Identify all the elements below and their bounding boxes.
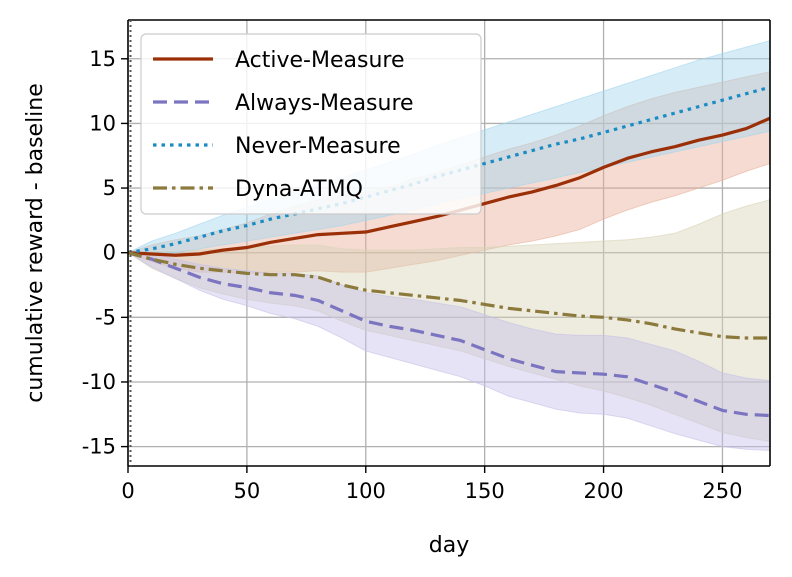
x-tick-label: 50 bbox=[234, 479, 261, 503]
legend: Active-Measure Always-Measure Never-Meas… bbox=[140, 33, 482, 215]
legend-item-dyna-atmq: Dyna-ATMQ bbox=[153, 177, 363, 202]
x-tick-label: 150 bbox=[465, 479, 505, 503]
legend-label: Always-Measure bbox=[235, 91, 414, 116]
legend-label: Active-Measure bbox=[235, 48, 405, 73]
y-tick-label: -10 bbox=[82, 370, 116, 394]
legend-label: Dyna-ATMQ bbox=[235, 177, 363, 202]
x-tick-label: 250 bbox=[702, 479, 742, 503]
y-tick-label: 15 bbox=[89, 47, 116, 71]
x-tick-label: 200 bbox=[584, 479, 624, 503]
y-tick-label: -5 bbox=[95, 305, 116, 329]
legend-box bbox=[140, 33, 482, 215]
y-tick-label: -15 bbox=[82, 435, 116, 459]
y-axis-label: cumulative reward - baseline bbox=[23, 83, 48, 403]
confidence-band bbox=[128, 199, 770, 442]
y-tick-label: 5 bbox=[103, 176, 116, 200]
x-tick-label: 100 bbox=[346, 479, 386, 503]
legend-item-never-measure: Never-Measure bbox=[153, 134, 401, 159]
y-tick-label: 0 bbox=[103, 241, 116, 265]
legend-item-always-measure: Always-Measure bbox=[153, 91, 414, 116]
legend-label: Never-Measure bbox=[235, 134, 401, 159]
x-axis-label: day bbox=[429, 533, 469, 558]
y-tick-label: 10 bbox=[89, 111, 116, 135]
legend-item-active-measure: Active-Measure bbox=[153, 48, 405, 73]
x-tick-label: 0 bbox=[121, 479, 134, 503]
axes bbox=[127, 19, 771, 467]
series-line bbox=[128, 251, 770, 418]
